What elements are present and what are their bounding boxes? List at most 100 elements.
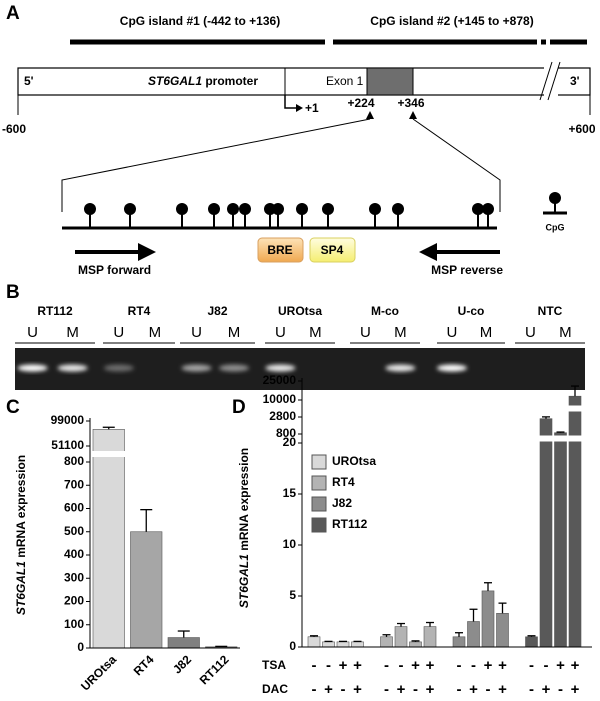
lane-label: U: [27, 324, 38, 341]
start-label: -600: [2, 122, 26, 136]
condition-sign: +: [498, 681, 507, 698]
gel-band: [436, 364, 467, 372]
cpg-site: [84, 203, 96, 215]
bar: [307, 636, 321, 648]
condition-sign: -: [384, 657, 389, 674]
y-tick-label: 10: [283, 537, 297, 551]
y-tick-label: 20: [283, 435, 297, 449]
cpg-site: [472, 203, 484, 215]
x-tick-label: RT4: [131, 652, 157, 678]
legend-label: RT4: [332, 475, 355, 489]
tss-arrowhead: [296, 104, 303, 112]
gel-band: [57, 364, 88, 372]
cpg-legend-label: CpG: [546, 222, 565, 232]
axis-break: [296, 405, 594, 412]
y-tick-label: 5: [289, 588, 296, 602]
sample-label: RT112: [37, 304, 73, 318]
condition-sign: -: [312, 657, 317, 674]
sample-label: M-co: [371, 304, 399, 318]
cpg-legend-icon: [543, 192, 567, 215]
bar: [467, 621, 480, 648]
condition-sign: +: [571, 657, 580, 674]
condition-sign: -: [384, 681, 389, 698]
condition-sign: +: [324, 681, 333, 698]
panel-label: C: [6, 397, 20, 418]
y-tick-label: 300: [64, 570, 84, 584]
condition-sign: +: [556, 657, 565, 674]
y-tick-label: 0: [77, 640, 84, 654]
bar: [394, 626, 408, 648]
condition-sign: -: [558, 681, 563, 698]
legend-swatch: [311, 496, 327, 512]
legend-swatch: [311, 454, 327, 470]
y-tick-label: 200: [64, 594, 84, 608]
bar: [336, 641, 350, 648]
bar: [496, 613, 509, 648]
lane-label: M: [309, 324, 322, 341]
x-tick-label: J82: [170, 652, 194, 676]
gel-image: [15, 348, 585, 390]
gene-name: ST6GAL1: [148, 74, 202, 88]
lane-label: M: [66, 324, 79, 341]
y-axis-label-gene: ST6GAL1: [14, 561, 28, 615]
cpg-site: [208, 203, 220, 215]
tss-label: +1: [305, 101, 319, 115]
bar: [539, 418, 553, 648]
panel-label: D: [232, 397, 246, 418]
legend-swatch: [311, 517, 327, 533]
condition-sign: +: [339, 657, 348, 674]
gel-band: [17, 364, 48, 372]
cpg-site: [272, 203, 284, 215]
y-tick-label: 25000: [263, 373, 297, 387]
msp-region: [366, 67, 414, 96]
end-label: +600: [568, 122, 595, 136]
reverse-label: MSP reverse: [431, 263, 503, 277]
position-label: +346: [397, 96, 424, 110]
bar: [351, 641, 364, 648]
reverse-arrowhead: [419, 243, 437, 261]
y-axis-label-text: mRNA expression: [14, 455, 28, 561]
x-tick-label: UROtsa: [78, 652, 119, 693]
bre-label: BRE: [267, 243, 292, 257]
gel-band: [103, 364, 134, 372]
bar: [481, 590, 495, 648]
lane-label: U: [113, 324, 124, 341]
three-prime: 3': [570, 74, 580, 88]
lane-label: M: [149, 324, 162, 341]
condition-sign: -: [312, 681, 317, 698]
bar: [409, 641, 422, 648]
sp4-box: [309, 237, 356, 263]
condition-sign: +: [353, 657, 362, 674]
condition-sign: +: [484, 657, 493, 674]
tss-arrow: [284, 95, 296, 109]
bar: [554, 432, 567, 648]
condition-sign: -: [486, 681, 491, 698]
condition-sign: +: [571, 681, 580, 698]
y-tick-label: 400: [64, 547, 84, 561]
gel-band: [385, 364, 416, 372]
condition-label: TSA: [262, 658, 286, 672]
lane-label: U: [447, 324, 458, 341]
lane-label: M: [394, 324, 407, 341]
position-label: +224: [347, 96, 374, 110]
zoom-lines: [61, 118, 501, 212]
x-tick-label: RT112: [197, 652, 232, 687]
sample-label: UROtsa: [278, 304, 322, 318]
bar: [452, 636, 466, 648]
y-tick-label: 700: [64, 477, 84, 491]
condition-sign: -: [529, 681, 534, 698]
lane-label: U: [275, 324, 286, 341]
condition-sign: -: [544, 657, 549, 674]
exon-label: Exon 1: [326, 74, 364, 88]
lane-label: U: [360, 324, 371, 341]
bar: [568, 395, 582, 648]
condition-sign: +: [542, 681, 551, 698]
y-axis-label-gene: ST6GAL1: [237, 554, 251, 608]
cpg-site: [369, 203, 381, 215]
sample-label: RT4: [128, 304, 151, 318]
condition-sign: +: [498, 657, 507, 674]
axis-break: [84, 451, 242, 457]
condition-sign: -: [399, 657, 404, 674]
sample-label: U-co: [458, 304, 485, 318]
